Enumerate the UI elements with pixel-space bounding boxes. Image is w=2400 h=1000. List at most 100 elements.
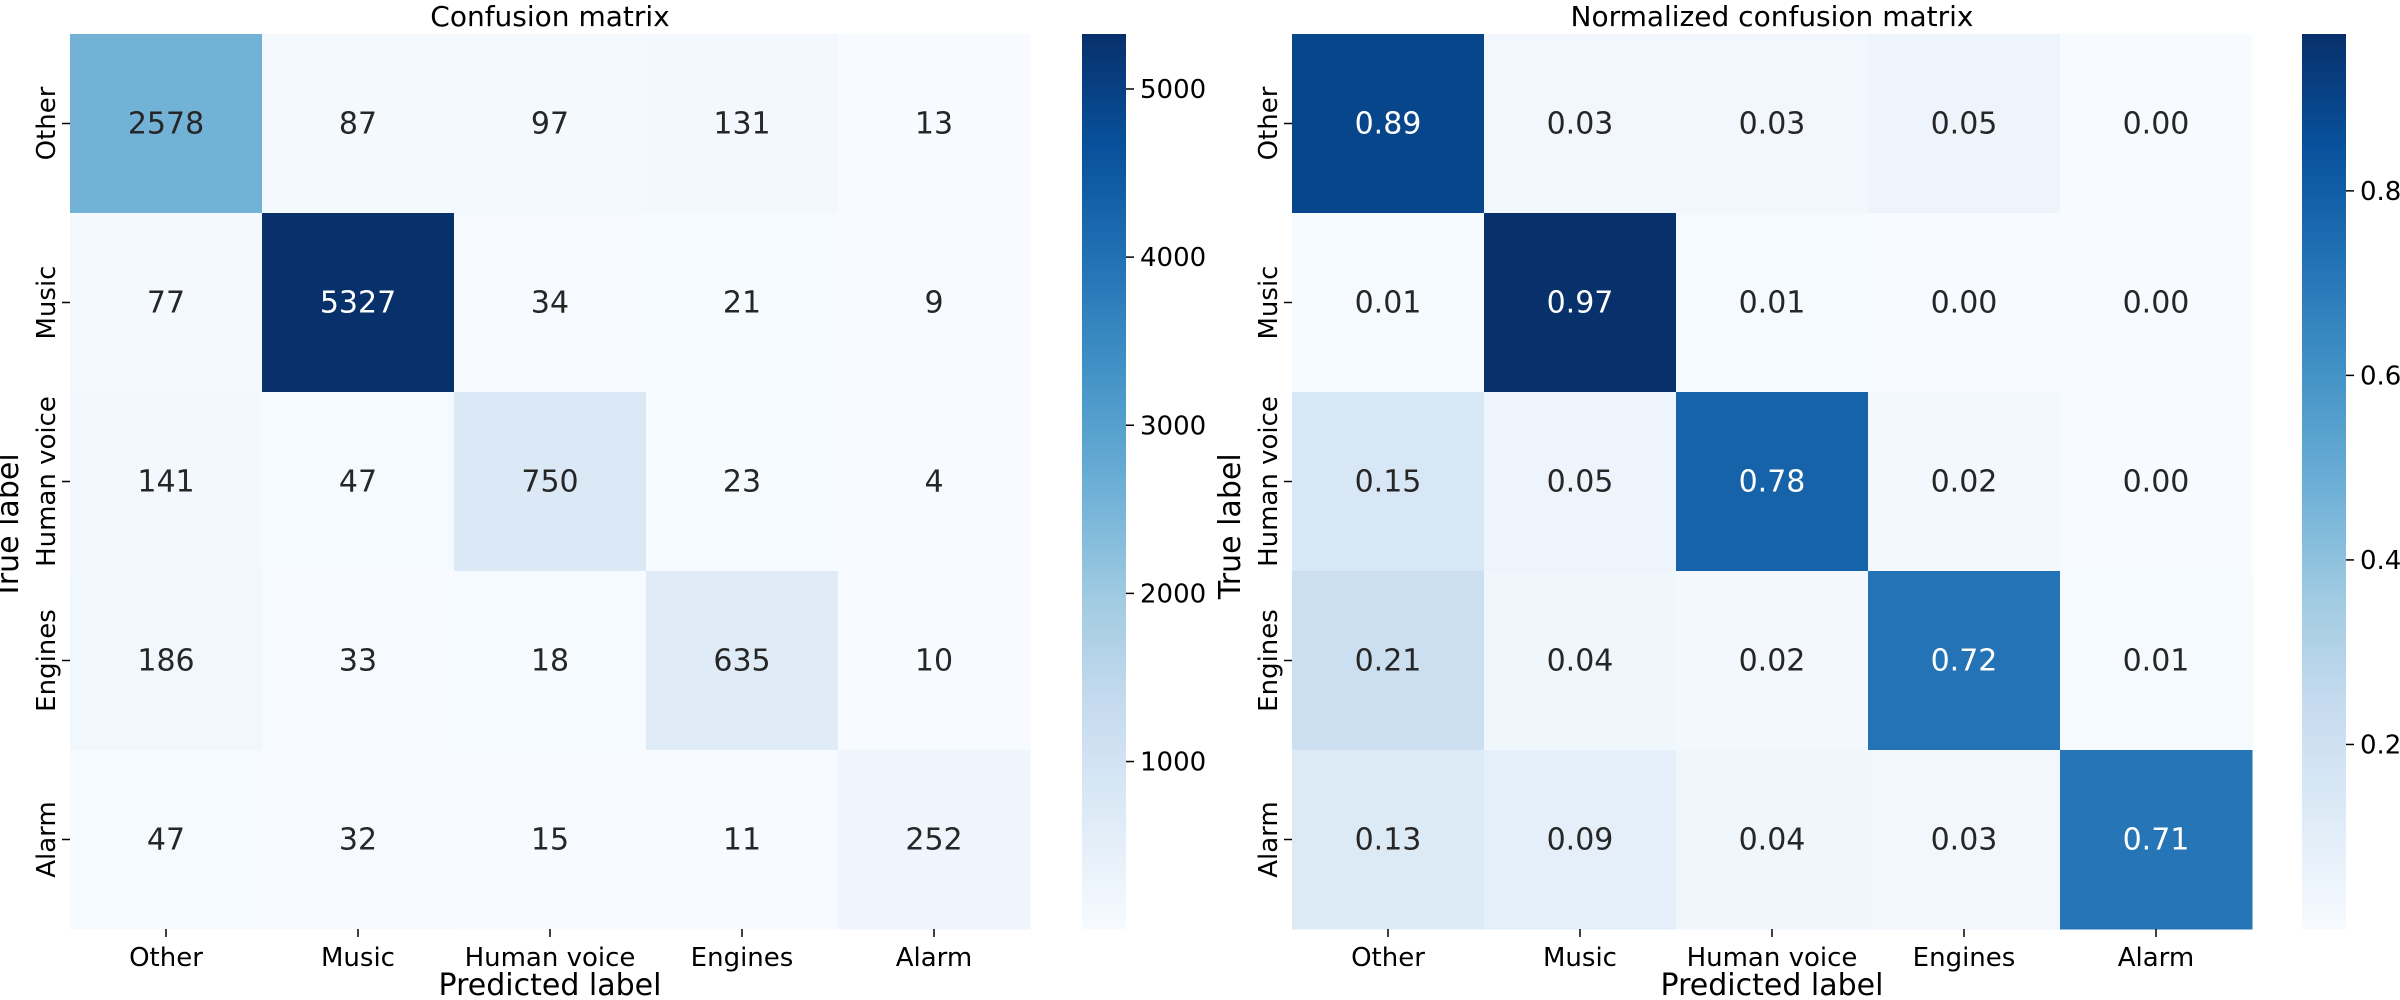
counts-cell-value-label: 15 [531, 823, 569, 858]
counts-heatmap-cell [454, 571, 647, 751]
counts-heatmap-cell [262, 392, 455, 572]
counts-heatmap-cell [454, 750, 647, 930]
counts-heatmap-cell [838, 213, 1031, 393]
counts-y-tick-label: Other [32, 86, 62, 160]
normalized-heatmap-cell [1676, 571, 1869, 751]
counts-cell-value-label: 750 [521, 465, 578, 500]
counts-heatmap-cell [838, 34, 1031, 214]
normalized-y-axis-label: True label [1213, 453, 1248, 600]
normalized-heatmap-cell [1868, 750, 2061, 930]
counts-x-tick-label: Engines [691, 943, 794, 973]
normalized-heatmap-cell [1868, 571, 2061, 751]
normalized-x-tick-label: Other [1351, 943, 1425, 973]
counts-cell-value-label: 23 [723, 465, 761, 500]
counts-heatmap-cell [646, 213, 839, 393]
counts-heatmap-cell [646, 750, 839, 930]
counts-x-tick-label: Music [321, 943, 395, 973]
normalized-y-tick-label: Alarm [1254, 801, 1284, 878]
normalized-heatmap-cell [1292, 213, 1485, 393]
counts-heatmap-cell [262, 571, 455, 751]
counts-cell-value-label: 10 [915, 644, 953, 679]
counts-colorbar-tick-label: 2000 [1140, 579, 1206, 609]
normalized-colorbar-tick-label: 0.2 [2360, 730, 2400, 760]
counts-heatmap-cell [838, 750, 1031, 930]
normalized-cell-value-label: 0.15 [1355, 465, 1422, 500]
normalized-heatmap-cell [1868, 392, 2061, 572]
normalized-cell-value-label: 0.02 [1739, 644, 1806, 679]
normalized-heatmap-cell [1868, 34, 2061, 214]
counts-heatmap-cell [646, 392, 839, 572]
normalized-cell-value-label: 0.09 [1547, 823, 1614, 858]
counts-heatmap-cell [262, 750, 455, 930]
counts-y-tick-label: Human voice [32, 396, 62, 567]
counts-cell-value-label: 131 [713, 107, 770, 142]
counts-cell-value-label: 32 [339, 823, 377, 858]
counts-heatmap-cell [70, 571, 263, 751]
normalized-heatmap-cell [1292, 750, 1485, 930]
counts-colorbar-tick-label: 3000 [1140, 411, 1206, 441]
normalized-cell-value-label: 0.03 [1547, 107, 1614, 142]
normalized-cell-value-label: 0.03 [1739, 107, 1806, 142]
normalized-cell-value-label: 0.04 [1547, 644, 1614, 679]
counts-y-axis-label: True label [0, 453, 26, 600]
counts-heatmap-cell [70, 750, 263, 930]
counts-cell-value-label: 2578 [128, 107, 204, 142]
normalized-x-tick-label: Alarm [2118, 943, 2195, 973]
normalized-heatmap-cell [1484, 750, 1677, 930]
counts-x-tick-label: Human voice [465, 943, 636, 973]
normalized-cell-value-label: 0.01 [1355, 286, 1422, 321]
normalized-heatmap-cell [1484, 213, 1677, 393]
normalized-cell-value-label: 0.01 [1739, 286, 1806, 321]
normalized-cell-value-label: 0.72 [1931, 644, 1998, 679]
normalized-heatmap-cell [1676, 34, 1869, 214]
normalized-heatmap-cell [1484, 392, 1677, 572]
normalized-heatmap-cell [1676, 750, 1869, 930]
counts-cell-value-label: 11 [723, 823, 761, 858]
normalized-heatmap-cell [1484, 571, 1677, 751]
normalized-cell-value-label: 0.03 [1931, 823, 1998, 858]
counts-cell-value-label: 9 [924, 286, 943, 321]
normalized-cell-value-label: 0.05 [1547, 465, 1614, 500]
counts-cell-value-label: 47 [147, 823, 185, 858]
counts-x-tick-label: Other [129, 943, 203, 973]
counts-heatmap-cell [70, 213, 263, 393]
normalized-cell-value-label: 0.97 [1547, 286, 1614, 321]
normalized-y-tick-label: Music [1254, 266, 1284, 340]
normalized-heatmap-cell [2060, 750, 2253, 930]
normalized-x-axis-label: Predicted label [1661, 968, 1884, 1000]
normalized-heatmap-cell [2060, 571, 2253, 751]
normalized-colorbar-tick-label: 0.4 [2360, 546, 2400, 576]
counts-colorbar-tick-label: 1000 [1140, 748, 1206, 778]
normalized-x-tick-label: Music [1543, 943, 1617, 973]
normalized-x-tick-label: Human voice [1687, 943, 1858, 973]
counts-y-tick-label: Alarm [32, 801, 62, 878]
normalized-y-tick-label: Human voice [1254, 396, 1284, 567]
counts-y-tick-label: Music [32, 266, 62, 340]
counts-heatmap-cell [646, 571, 839, 751]
normalized-cell-value-label: 0.13 [1355, 823, 1422, 858]
counts-heatmap-cell [838, 392, 1031, 572]
normalized-heatmap-cell [1484, 34, 1677, 214]
counts-cell-value-label: 186 [137, 644, 194, 679]
normalized-cell-value-label: 0.71 [2123, 823, 2190, 858]
counts-heatmap-cell [262, 34, 455, 214]
normalized-heatmap-cell [1868, 213, 2061, 393]
counts-cell-value-label: 635 [713, 644, 770, 679]
normalized-cell-value-label: 0.00 [2123, 107, 2190, 142]
normalized-cell-value-label: 0.89 [1355, 107, 1422, 142]
normalized-chart-title: Normalized confusion matrix [1571, 0, 1974, 33]
normalized-colorbar-tick-label: 0.6 [2360, 361, 2400, 391]
normalized-heatmap-cell [1292, 34, 1485, 214]
counts-heatmap-cell [262, 213, 455, 393]
normalized-y-tick-label: Engines [1254, 609, 1284, 712]
counts-y-tick-label: Engines [32, 609, 62, 712]
normalized-cell-value-label: 0.00 [1931, 286, 1998, 321]
normalized-x-tick-label: Engines [1913, 943, 2016, 973]
counts-colorbar-tick-label: 4000 [1140, 243, 1206, 273]
normalized-heatmap-cell [1292, 571, 1485, 751]
counts-heatmap-cell [454, 34, 647, 214]
counts-cell-value-label: 5327 [320, 286, 396, 321]
normalized-heatmap-cell [2060, 213, 2253, 393]
counts-heatmap-cell [838, 571, 1031, 751]
